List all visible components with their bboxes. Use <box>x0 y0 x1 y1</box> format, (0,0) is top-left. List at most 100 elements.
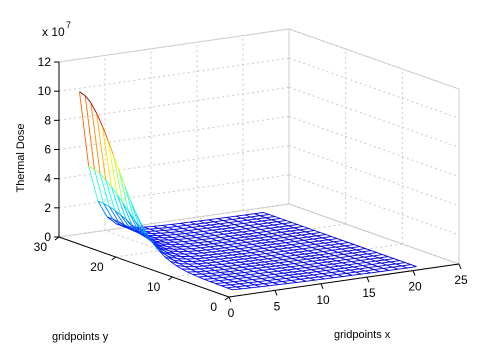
mesh-segment <box>241 216 251 219</box>
mesh-segment <box>228 244 235 248</box>
mesh-segment <box>375 260 382 264</box>
mesh-segment <box>318 261 328 264</box>
mesh-segment <box>373 269 380 273</box>
mesh-segment <box>272 267 282 270</box>
mesh-segment <box>257 231 267 234</box>
mesh-segment <box>260 285 270 288</box>
mesh-segment <box>261 241 271 244</box>
mesh-segment <box>339 243 346 247</box>
mesh-segment <box>99 173 107 180</box>
mesh-segment <box>217 253 224 257</box>
mesh-segment <box>217 218 224 222</box>
mesh-segment <box>182 226 193 229</box>
mesh-segment <box>269 249 276 253</box>
mesh-segment <box>198 220 205 224</box>
mesh-segment <box>278 226 285 230</box>
mesh-segment <box>219 223 226 227</box>
mesh-segment <box>177 238 188 240</box>
mesh-segment <box>323 264 330 268</box>
mesh-segment <box>242 265 252 268</box>
mesh-segment <box>228 220 239 224</box>
mesh-segment <box>226 237 236 240</box>
mesh-segment <box>357 261 367 265</box>
mesh-segment <box>316 270 326 273</box>
mesh-segment <box>220 236 227 240</box>
mesh-segment <box>332 249 339 253</box>
mesh-segment <box>269 263 276 267</box>
mesh-segment <box>339 242 349 245</box>
mesh-segment <box>333 276 343 279</box>
mesh-segment <box>356 248 366 251</box>
mesh-segment <box>278 248 285 252</box>
mesh-segment <box>249 259 259 262</box>
mesh-segment <box>354 257 361 261</box>
mesh-segment <box>346 272 353 276</box>
z-exponent-base: x 10 <box>42 25 65 39</box>
mesh-segment <box>390 261 397 265</box>
mesh-segment <box>293 227 300 231</box>
mesh-segment <box>238 219 248 222</box>
mesh-segment <box>247 268 254 272</box>
mesh-segment <box>320 268 327 271</box>
mesh-segment <box>250 286 261 289</box>
mesh-segment <box>120 214 131 228</box>
mesh-segment <box>233 246 240 250</box>
mesh-segment <box>158 244 168 248</box>
mesh-segment <box>308 228 315 231</box>
mesh-segment <box>286 269 293 273</box>
mesh-segment <box>246 276 256 279</box>
mesh-segment <box>352 251 363 254</box>
mesh-segment <box>255 225 265 228</box>
mesh-segment <box>325 268 336 271</box>
mesh-segment <box>223 267 234 270</box>
mesh-segment <box>279 261 289 264</box>
mesh-segment <box>223 268 230 272</box>
mesh-segment <box>252 243 259 247</box>
mesh-segment <box>341 248 348 252</box>
mesh-segment <box>248 282 255 286</box>
mesh-segment <box>218 266 225 270</box>
mesh-segment <box>287 246 297 249</box>
mesh-segment <box>243 257 254 260</box>
mesh-segment <box>291 278 301 281</box>
mesh-segment <box>194 265 204 268</box>
mesh-segment <box>367 252 377 255</box>
mesh-segment <box>234 224 241 228</box>
mesh-segment <box>277 255 287 259</box>
mesh-segment <box>219 257 229 260</box>
mesh-segment <box>231 261 241 264</box>
mesh-segment <box>384 258 394 261</box>
mesh-segment <box>320 266 330 269</box>
mesh-segment <box>207 240 217 243</box>
mesh-segment <box>334 255 341 259</box>
mesh-segment <box>384 259 391 263</box>
mesh-segment <box>293 226 304 229</box>
mesh-segment <box>308 264 315 267</box>
mesh-segment <box>218 230 228 233</box>
mesh-segment <box>265 217 272 221</box>
mesh-segment <box>306 243 316 246</box>
mesh-segment <box>313 274 320 278</box>
mesh-segment <box>322 272 332 275</box>
mesh-segment <box>133 219 141 228</box>
mesh-segment <box>280 218 287 221</box>
mesh-segment <box>239 282 249 285</box>
mesh-segment <box>234 258 244 261</box>
mesh-segment <box>356 249 363 253</box>
mesh-segment <box>247 254 257 257</box>
mesh-segment <box>328 251 338 255</box>
mesh-segment <box>315 278 325 281</box>
mesh-segment <box>219 279 229 282</box>
mesh-segment <box>223 218 233 222</box>
mesh-segment <box>274 251 281 255</box>
mesh-segment <box>236 228 246 231</box>
mesh-segment <box>258 223 265 227</box>
mesh-segment <box>233 281 240 285</box>
mesh-segment <box>224 246 234 249</box>
mesh-segment <box>242 231 249 235</box>
grid-line <box>115 223 346 258</box>
mesh-segment <box>310 233 317 237</box>
mesh-segment <box>337 250 348 253</box>
mesh-segment <box>364 255 374 258</box>
mesh-segment <box>376 252 383 256</box>
